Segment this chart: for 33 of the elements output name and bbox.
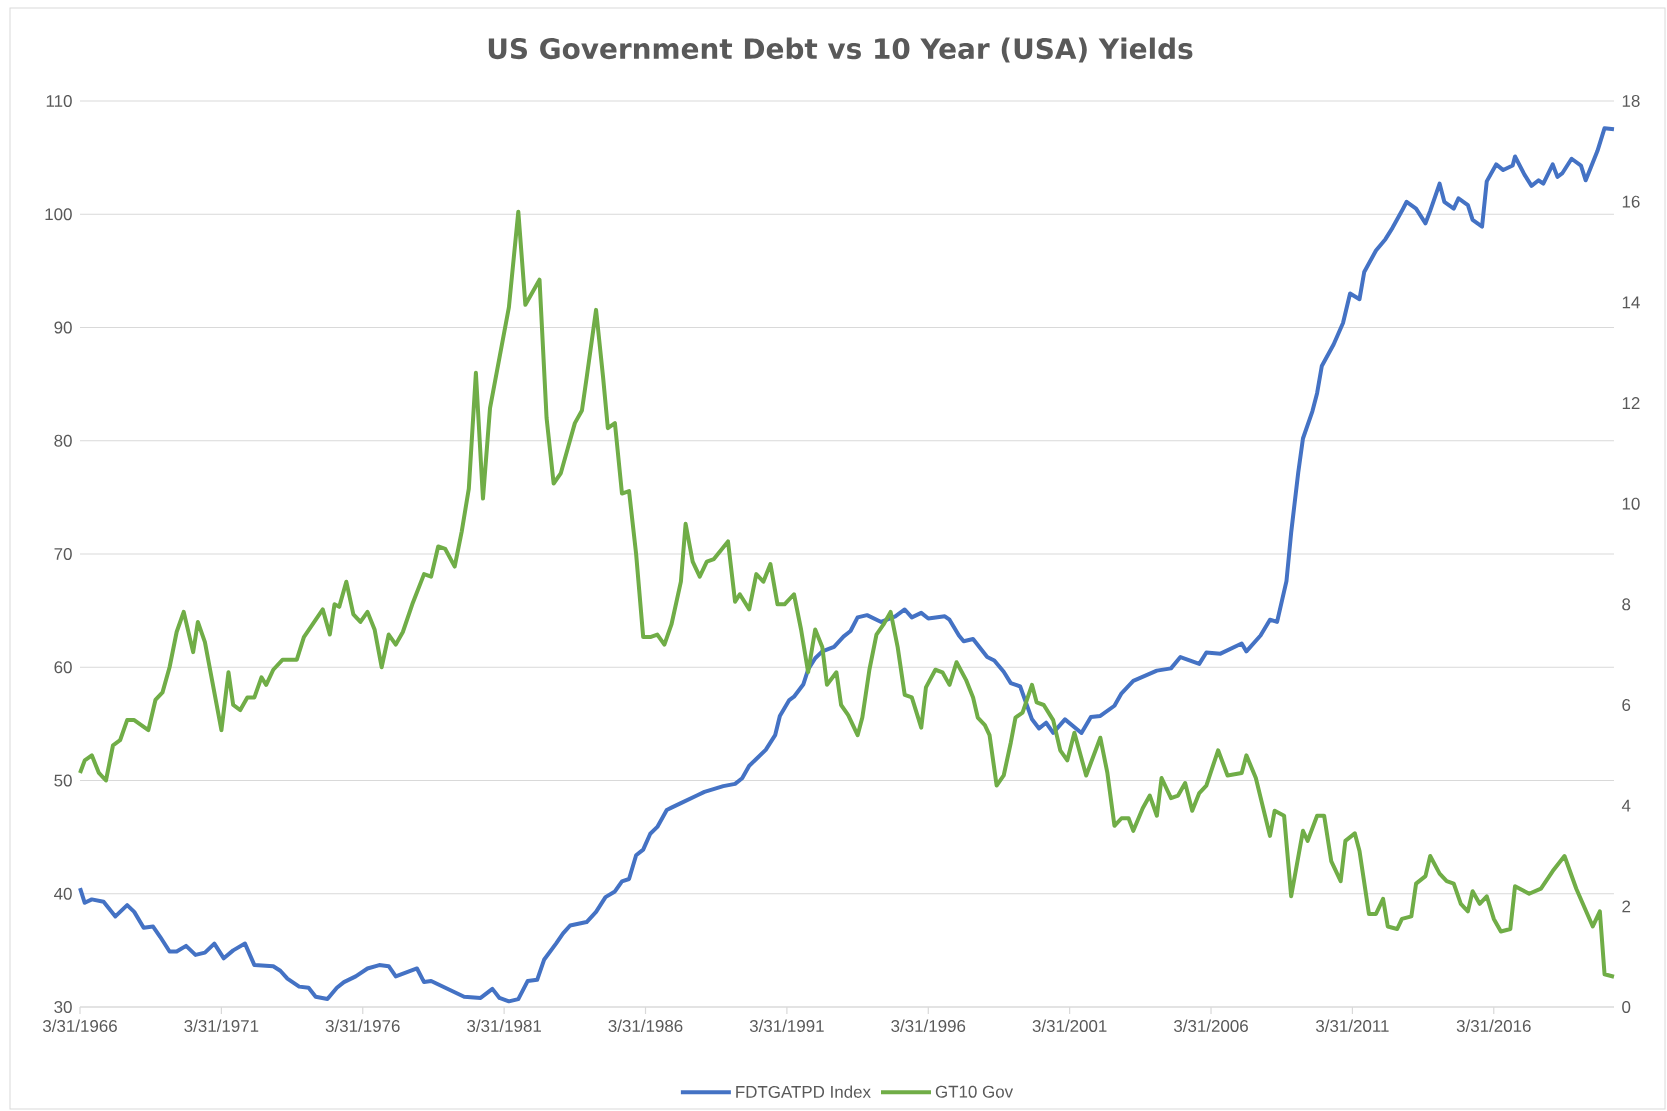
- y2-tick-label: 18: [1622, 94, 1640, 107]
- y2-tick-label: 4: [1621, 799, 1631, 812]
- y2-tick-label: 16: [1622, 195, 1640, 208]
- x-tick-label: 3/31/1981: [467, 1019, 541, 1032]
- y-tick-label: 100: [45, 208, 72, 221]
- x-tick-label: 3/31/1986: [608, 1019, 683, 1032]
- x-tick-label: 3/31/2001: [1032, 1019, 1107, 1032]
- x-tick-label: 3/31/1971: [184, 1019, 259, 1032]
- x-tick-label: 3/31/1991: [749, 1019, 824, 1032]
- y2-tick-label: 12: [1622, 397, 1640, 409]
- x-tick-label: 3/31/2016: [1456, 1019, 1531, 1032]
- chart-title: US Government Debt vs 10 Year (USA) Yields: [488, 37, 1193, 63]
- x-tick-label: 3/31/1996: [891, 1019, 966, 1032]
- y-tick-label: 80: [54, 434, 72, 447]
- y2-tick-label: 10: [1622, 497, 1640, 510]
- y-tick-label: 70: [54, 548, 72, 560]
- x-tick-label: 3/31/1966: [42, 1019, 117, 1032]
- y-tick-label: 90: [54, 321, 72, 334]
- y-tick-label: 30: [54, 1001, 72, 1013]
- legend-label: FDTGATPD Index: [736, 1085, 871, 1098]
- y-tick-label: 50: [54, 774, 72, 787]
- y2-tick-label: 6: [1622, 698, 1631, 711]
- legend-label: GT10 Gov: [935, 1085, 1014, 1098]
- x-tick-label: 3/31/2006: [1173, 1019, 1248, 1032]
- y-tick-label: 40: [54, 887, 72, 900]
- y2-tick-label: 2: [1622, 900, 1631, 913]
- y-tick-label: 110: [46, 94, 72, 107]
- y2-tick-label: 0: [1622, 1001, 1631, 1013]
- y-tick-label: 60: [54, 661, 72, 674]
- x-tick-label: 3/31/2011: [1316, 1019, 1389, 1032]
- x-tick-label: 3/31/1976: [325, 1019, 400, 1032]
- y2-tick-label: 8: [1622, 598, 1631, 611]
- y2-tick-label: 14: [1622, 296, 1640, 309]
